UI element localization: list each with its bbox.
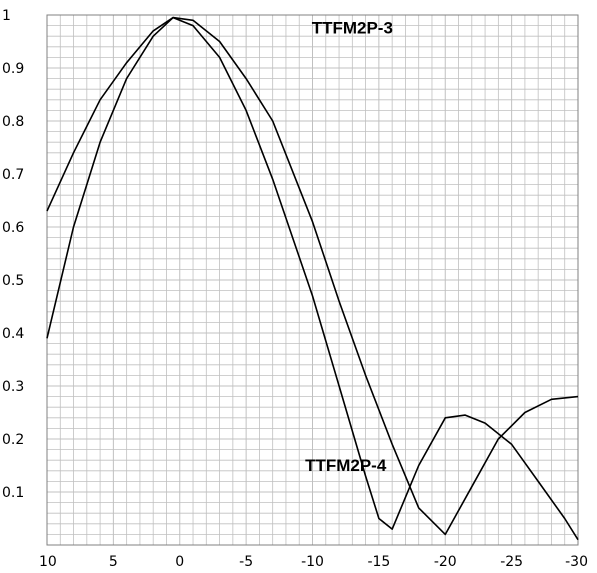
- x-tick-label: -20: [434, 554, 457, 570]
- series-line-1: [46, 16, 579, 536]
- series-label-2: TTFM2P-4: [305, 456, 387, 475]
- grid: [47, 15, 578, 545]
- y-tick-label: 0.9: [2, 61, 24, 77]
- x-tick-label: -10: [301, 554, 324, 570]
- y-tick-label: 0.1: [2, 485, 24, 501]
- y-tick-label: 0.2: [2, 432, 24, 448]
- y-tick-label: 0.6: [2, 220, 24, 236]
- x-tick-label: 10: [39, 554, 57, 570]
- y-tick-label: 1: [2, 8, 11, 24]
- y-axis-ticks: 0.1 0.2 0.3 0.4 0.5 0.6 0.7 0.8 0.9 1: [2, 8, 24, 501]
- y-tick-label: 0.5: [2, 273, 24, 289]
- y-tick-label: 0.3: [2, 379, 24, 395]
- series-line-2: [46, 16, 579, 541]
- x-tick-label: -25: [500, 554, 523, 570]
- y-tick-label: 0.8: [2, 114, 24, 130]
- x-tick-label: 0: [175, 554, 184, 570]
- series-label-1: TTFM2P-3: [312, 19, 393, 38]
- x-tick-label: -5: [239, 554, 253, 570]
- y-tick-label: 0.7: [2, 167, 24, 183]
- x-tick-label: 5: [109, 554, 118, 570]
- series-annotations: TTFM2P-3 TTFM2P-4: [305, 19, 393, 475]
- x-tick-label: -30: [565, 554, 588, 570]
- plot-frame: [46, 14, 579, 546]
- series-lines: [46, 16, 579, 541]
- y-tick-label: 0.4: [2, 326, 24, 342]
- x-axis-ticks: 10 5 0 -5 -10 -15 -20 -25 -30: [39, 554, 588, 570]
- x-tick-label: -15: [367, 554, 390, 570]
